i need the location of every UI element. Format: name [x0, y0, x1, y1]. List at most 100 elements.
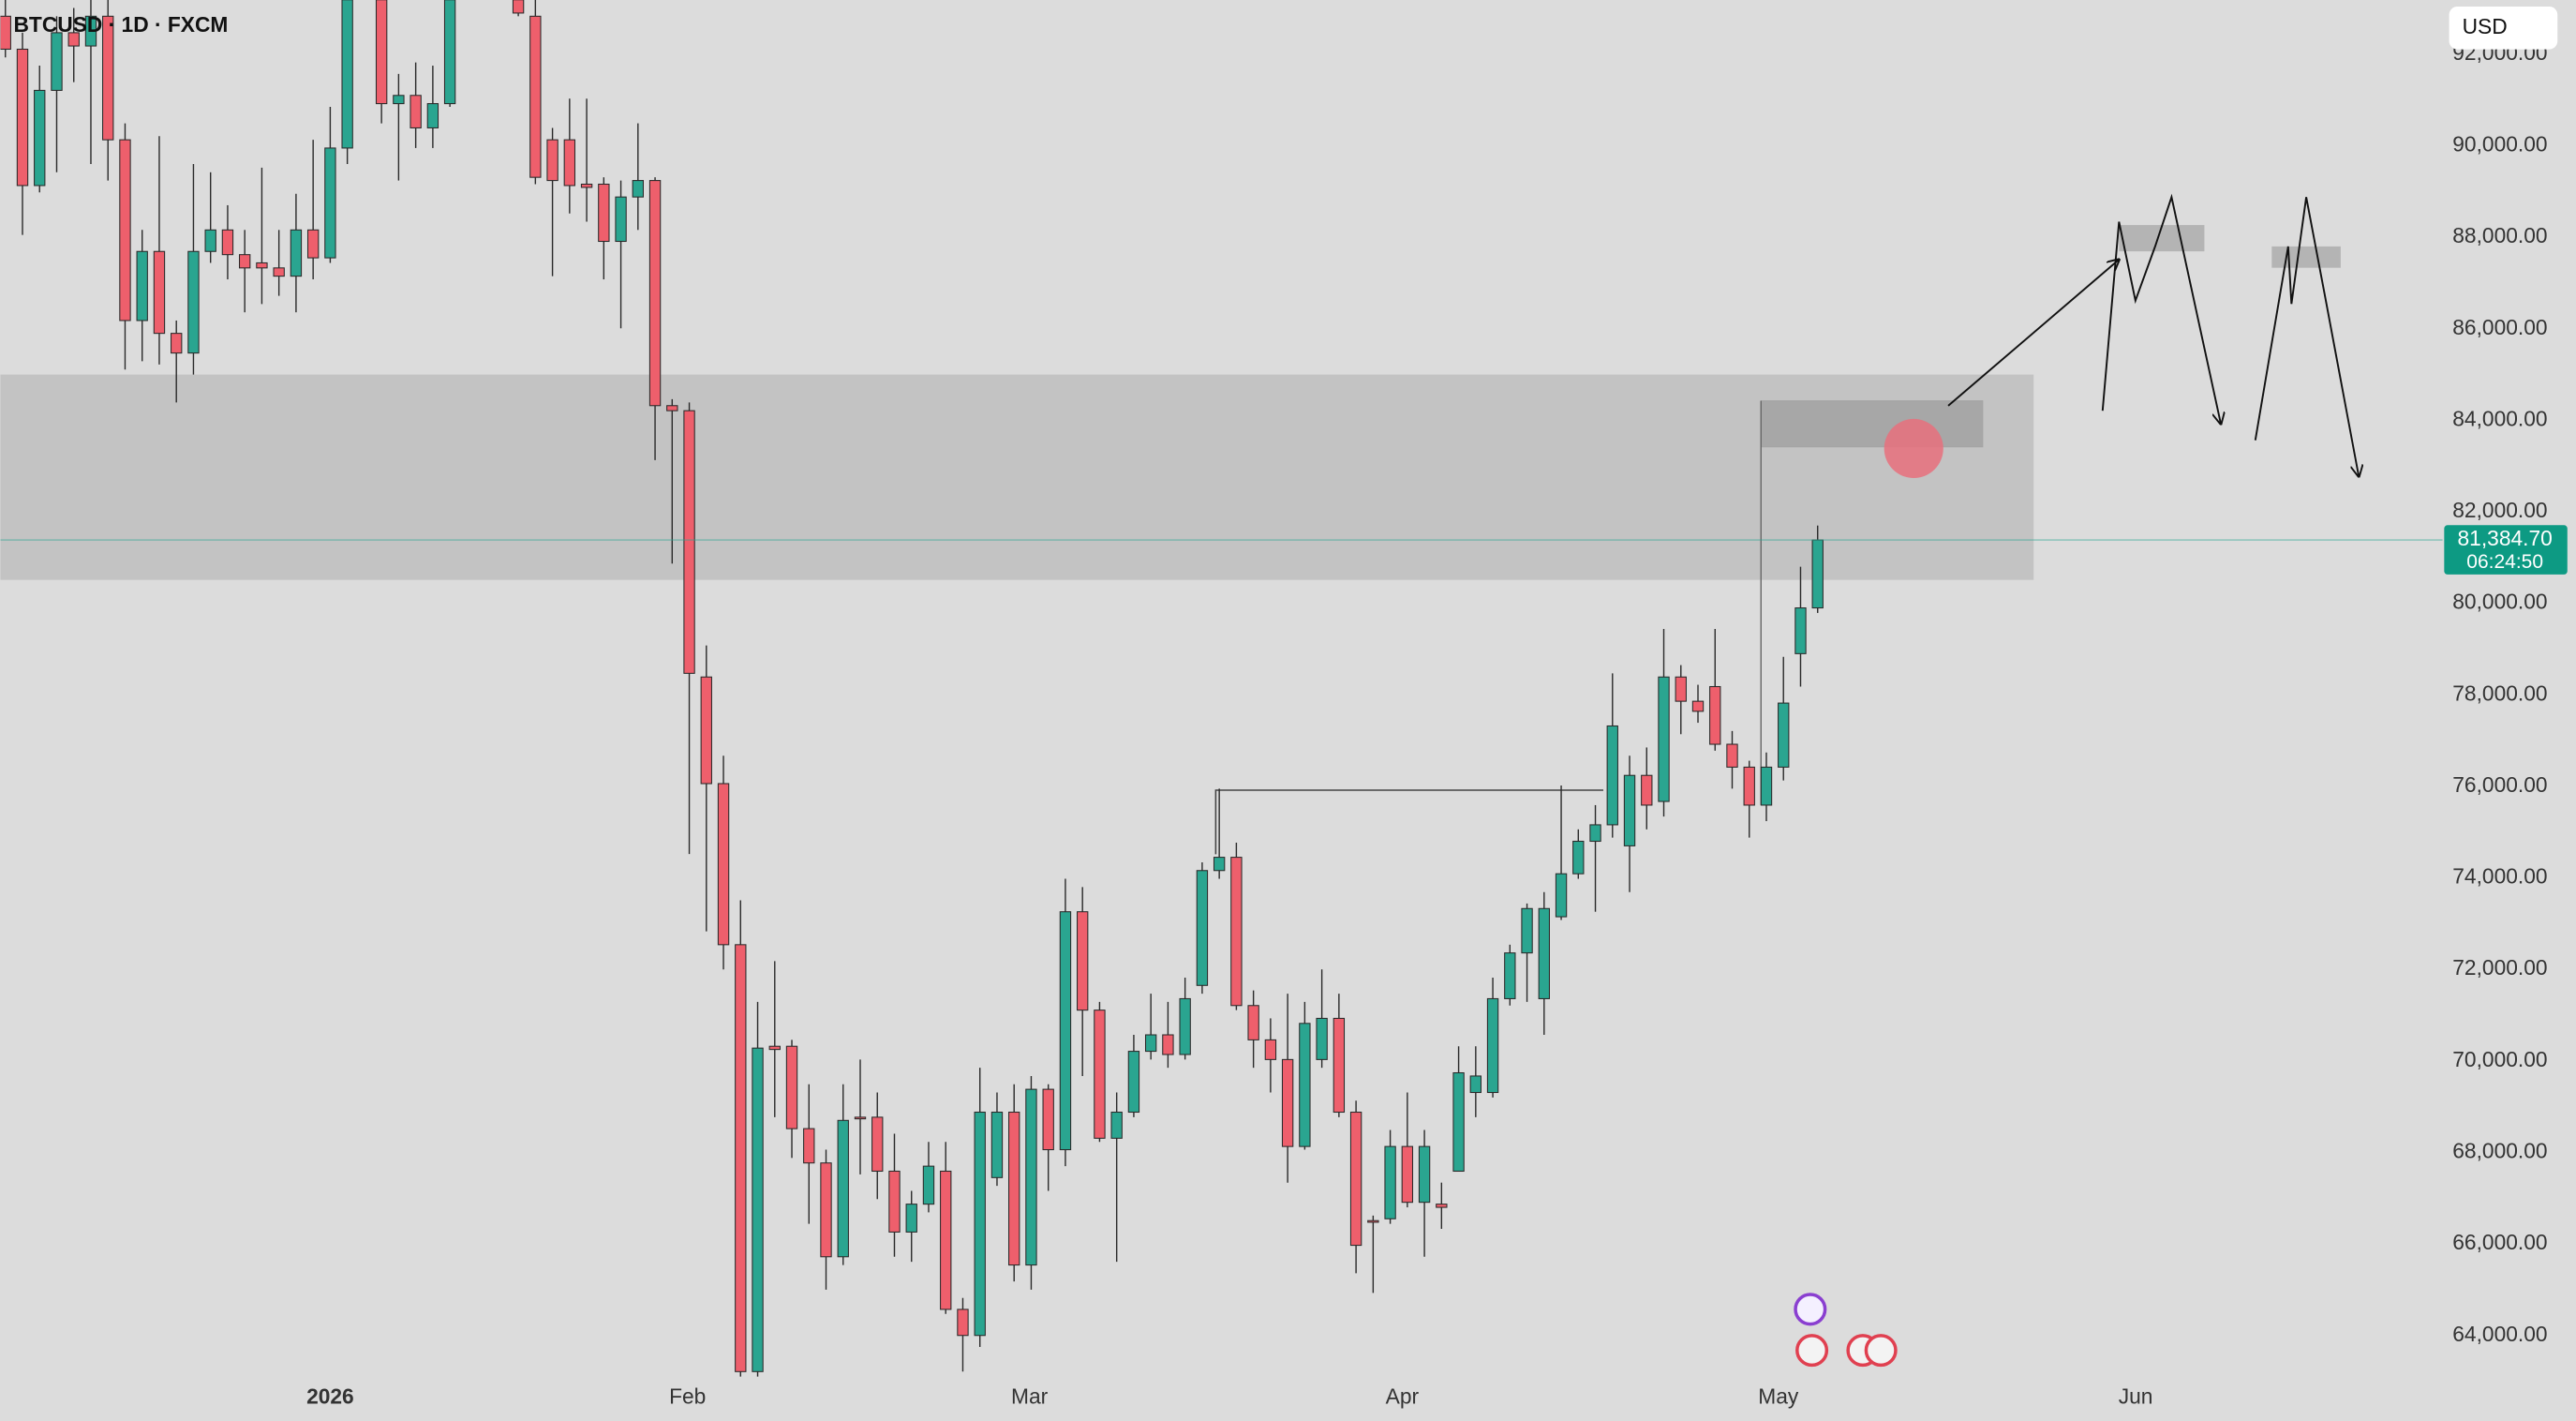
y-tick-label: 84,000.00 [2452, 406, 2547, 430]
candle-body [1110, 1111, 1123, 1139]
candle-body [837, 1119, 849, 1258]
candle-body [306, 229, 320, 259]
candle-body [1589, 824, 1601, 843]
y-tick-label: 68,000.00 [2452, 1138, 2547, 1162]
y-tick-label: 78,000.00 [2452, 681, 2547, 705]
candle-body [341, 0, 353, 149]
candle-body [1333, 1017, 1346, 1114]
y-tick-label: 64,000.00 [2452, 1322, 2547, 1346]
candle-body [1367, 1219, 1379, 1223]
candle-body [871, 1116, 884, 1173]
candle-body [1521, 907, 1533, 954]
pattern-box [2271, 246, 2341, 268]
candle-body [426, 103, 439, 128]
candle-body [1247, 1005, 1259, 1040]
candle-body [768, 1045, 781, 1051]
price-badge [2444, 525, 2568, 575]
candle-body [136, 250, 148, 322]
candle-body [563, 139, 576, 187]
candle-body [1077, 911, 1089, 1011]
candle-body [1726, 743, 1738, 768]
candle-body [854, 1116, 867, 1120]
x-tick-label: May [1758, 1384, 1799, 1408]
candle-body [171, 333, 183, 354]
y-tick-label: 66,000.00 [2452, 1230, 2547, 1254]
projection-arrow [1947, 260, 2119, 407]
candle-body [752, 1047, 764, 1372]
event-icon[interactable] [1794, 1293, 1827, 1326]
candle-body [84, 15, 97, 47]
candle-body [1384, 1145, 1396, 1219]
candle-body [273, 267, 285, 277]
x-tick-label: Apr [1386, 1384, 1420, 1408]
candle-body [974, 1111, 986, 1337]
candle-body [1469, 1075, 1482, 1094]
y-tick-label: 74,000.00 [2452, 864, 2547, 889]
candles [0, 0, 1824, 1377]
candle-body [820, 1162, 832, 1258]
candle-body [1401, 1145, 1414, 1204]
candle-body [940, 1170, 952, 1310]
candle-body [1691, 700, 1705, 712]
candle-body [648, 180, 662, 407]
x-tick-label: Feb [669, 1384, 706, 1408]
candle-body [1230, 857, 1243, 1007]
candle-body [615, 196, 627, 243]
x-tick-label: Mar [1011, 1384, 1049, 1408]
candle-body [1538, 907, 1550, 999]
candle-body [1623, 774, 1636, 846]
candle-body [1127, 1051, 1140, 1114]
candle-body [375, 0, 388, 105]
candle-body [1094, 1010, 1106, 1139]
currency-button[interactable] [2449, 7, 2558, 50]
candle-body [153, 250, 166, 335]
candle-body [529, 15, 542, 178]
candle-body [324, 147, 336, 259]
candle-body [1778, 702, 1790, 768]
candle-body [990, 1111, 1004, 1178]
candle-body [1281, 1058, 1294, 1147]
candle-body [803, 1128, 815, 1164]
candle-body [204, 229, 216, 252]
candle-body [1299, 1023, 1311, 1147]
candle-body [16, 48, 29, 187]
candle-body [1658, 676, 1670, 802]
currency-label[interactable]: USD [2463, 14, 2508, 38]
y-tick-label: 86,000.00 [2452, 315, 2547, 339]
y-tick-label: 88,000.00 [2452, 223, 2547, 247]
countdown-label: 06:24:50 [2466, 551, 2543, 573]
candle-body [1144, 1034, 1157, 1053]
candle-body [666, 405, 678, 411]
candle-body [119, 139, 131, 322]
candle-body [717, 783, 730, 946]
candle-body [957, 1309, 969, 1337]
drawings [1794, 193, 2359, 1368]
candle-body [512, 0, 525, 14]
breakout-line [1214, 789, 1603, 855]
candle-body [1213, 857, 1226, 872]
candle-body [290, 229, 303, 277]
candle-body [1179, 997, 1191, 1055]
pattern-path [2101, 193, 2221, 424]
candle-body [632, 180, 644, 198]
marker-circle [1884, 418, 1943, 479]
event-icon[interactable] [1795, 1334, 1829, 1368]
candle-body [1316, 1017, 1328, 1060]
candle-body [598, 183, 610, 243]
candle-body [187, 250, 200, 354]
candle-body [1606, 725, 1618, 826]
resistance-zone [0, 374, 2034, 580]
y-tick-label: 70,000.00 [2452, 1047, 2547, 1071]
candle-body [546, 139, 558, 182]
candle-body [735, 944, 747, 1372]
candle-body [1452, 1072, 1465, 1173]
candle-body [1008, 1111, 1020, 1266]
candle-body [67, 32, 80, 47]
event-icon[interactable] [1864, 1334, 1898, 1368]
candle-body [51, 32, 63, 91]
candle-body [888, 1170, 901, 1233]
candle-body [1675, 676, 1687, 702]
candle-body [1743, 766, 1755, 806]
